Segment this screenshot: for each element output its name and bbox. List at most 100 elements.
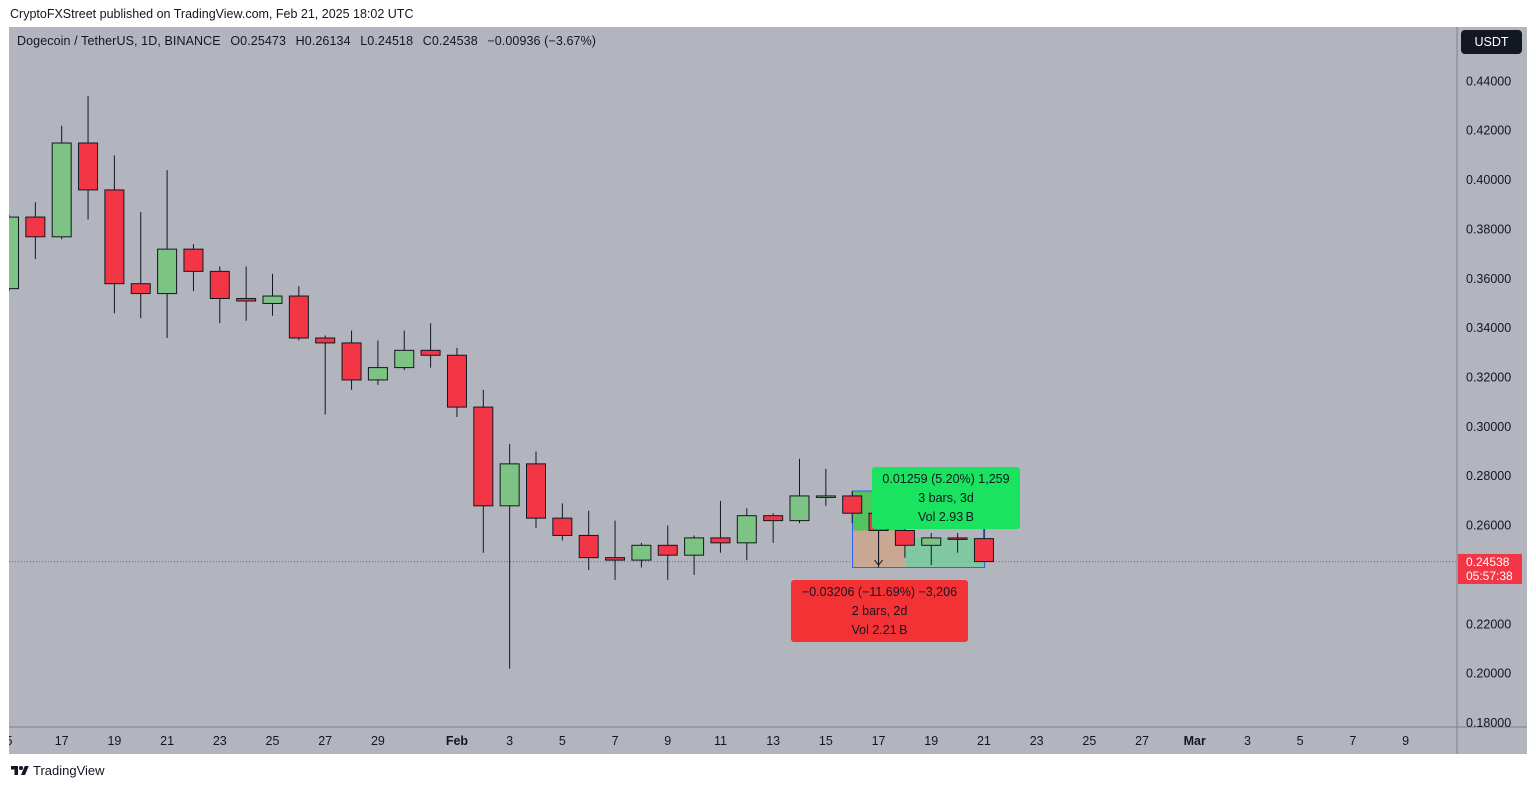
symbol-name: Dogecoin / TetherUS, 1D, BINANCE <box>17 34 221 48</box>
candle-2025-01-17[interactable] <box>51 125 72 240</box>
candle-body <box>947 537 968 540</box>
x-tick-label: 7 <box>612 734 619 748</box>
candle-2025-02-07[interactable] <box>605 520 626 580</box>
candle-body <box>209 270 230 300</box>
candle-2025-02-08[interactable] <box>631 542 652 568</box>
ohlc-open: O0.25473 <box>230 34 287 48</box>
candle-body <box>578 534 599 559</box>
candle-body <box>341 342 362 381</box>
candle-2025-01-16[interactable] <box>25 202 46 260</box>
measure-up-change: 0.01259 (5.20%) 1,259 <box>882 471 1010 486</box>
measure-range-fill <box>905 537 986 568</box>
published-header: CryptoFXStreet published on TradingView.… <box>10 7 414 21</box>
y-tick-label: 0.28000 <box>1466 469 1511 483</box>
candle-2025-02-03[interactable] <box>499 444 520 669</box>
candle-2025-02-09[interactable] <box>657 525 678 580</box>
candle-body <box>473 406 494 507</box>
candle-2025-01-23[interactable] <box>209 266 230 324</box>
x-tick-label: 3 <box>506 734 513 748</box>
candle-body <box>921 537 942 546</box>
candle-2025-02-02[interactable] <box>473 389 494 553</box>
x-tick-label: 23 <box>1030 734 1044 748</box>
x-tick-label: 15 <box>819 734 833 748</box>
candle-2025-01-27[interactable] <box>315 335 336 415</box>
y-tick-label: 0.30000 <box>1466 420 1511 434</box>
candle-2025-01-21[interactable] <box>157 170 178 338</box>
candle-2025-02-13[interactable] <box>763 513 784 543</box>
candle-2025-01-31[interactable] <box>420 323 441 368</box>
candle-2025-02-15[interactable] <box>815 468 836 506</box>
candle-2025-01-19[interactable] <box>104 155 125 314</box>
currency-button[interactable]: USDT <box>1461 30 1522 54</box>
candle-2025-01-15[interactable] <box>9 214 19 292</box>
x-tick-label: 21 <box>160 734 174 748</box>
candle-2025-01-25[interactable] <box>262 273 283 316</box>
candle-2025-02-20[interactable] <box>947 532 968 553</box>
plot-layer <box>9 96 1457 669</box>
candle-body <box>842 495 863 514</box>
x-tick-label: 5 <box>559 734 566 748</box>
y-tick-label: 0.32000 <box>1466 370 1511 384</box>
candle-body <box>367 367 388 381</box>
candle-2025-02-16[interactable] <box>842 491 863 524</box>
candle-2025-02-21[interactable] <box>973 522 994 563</box>
tradingview-logo-icon <box>11 765 29 775</box>
measure-down-label[interactable]: −0.03206 (−11.69%) −3,206 2 bars, 2d Vol… <box>791 580 968 642</box>
candlestick-chart[interactable]: 0.44000 0.42000 0.40000 0.38000 0.36000 0.340… <box>9 27 1527 754</box>
last-price-value: 0.24538 <box>1466 555 1510 569</box>
candle-body <box>262 295 283 304</box>
ohlc-high: H0.26134 <box>295 34 351 48</box>
x-tick-label: 27 <box>1135 734 1149 748</box>
candle-2025-01-29[interactable] <box>367 340 388 385</box>
candle-body <box>288 295 309 339</box>
y-tick-label: 0.42000 <box>1466 124 1511 138</box>
x-tick-label: 5 <box>1297 734 1304 748</box>
candle-2025-02-11[interactable] <box>710 500 731 553</box>
candle-2025-02-19[interactable] <box>921 532 942 566</box>
candle-body <box>183 248 204 272</box>
candle-2025-01-26[interactable] <box>288 286 309 341</box>
axis-layer: 0.44000 0.42000 0.40000 0.38000 0.36000 0.340… <box>9 27 1527 754</box>
candle-2025-01-20[interactable] <box>130 212 151 319</box>
y-tick-label: 0.22000 <box>1466 617 1511 631</box>
x-tick-label: 7 <box>1349 734 1356 748</box>
bar-countdown: 05:57:38 <box>1466 569 1513 583</box>
candle-body <box>631 544 652 561</box>
candle-body <box>763 515 784 522</box>
chart-pane[interactable]: 0.44000 0.42000 0.40000 0.38000 0.36000 0.340… <box>9 27 1527 754</box>
tradingview-branding[interactable]: TradingView <box>10 763 105 778</box>
measure-down-volume: Vol 2.21 B <box>851 622 908 637</box>
x-tick-label: 25 <box>266 734 280 748</box>
candle-body <box>736 515 757 544</box>
candle-body <box>25 216 46 238</box>
x-tick-label: Feb <box>446 734 469 748</box>
candle-2025-01-24[interactable] <box>236 266 257 321</box>
candle-body <box>710 537 731 544</box>
measure-up-volume: Vol 2.93 B <box>917 509 975 524</box>
candle-2025-02-06[interactable] <box>578 510 599 570</box>
y-tick-label: 0.20000 <box>1466 667 1511 681</box>
x-tick-label: 9 <box>1402 734 1409 748</box>
candle-2025-02-05[interactable] <box>552 503 573 541</box>
candle-2025-01-22[interactable] <box>183 244 204 292</box>
candle-2025-02-04[interactable] <box>526 451 546 529</box>
x-tick-label: 23 <box>213 734 227 748</box>
candle-2025-01-28[interactable] <box>341 330 362 390</box>
x-tick-label: 5 <box>9 734 13 748</box>
last-price-tag: 0.24538 05:57:38 <box>1458 554 1522 584</box>
candle-body <box>78 142 99 191</box>
measure-up-label[interactable]: 0.01259 (5.20%) 1,259 3 bars, 3d Vol 2.9… <box>872 467 1020 529</box>
candle-2025-02-12[interactable] <box>736 508 757 561</box>
candle-2025-02-01[interactable] <box>446 347 467 417</box>
candle-body <box>894 529 915 546</box>
candle-body <box>973 538 994 563</box>
y-tick-label: 0.44000 <box>1466 74 1511 88</box>
candle-2025-02-14[interactable] <box>789 458 810 524</box>
y-tick-label: 0.38000 <box>1466 222 1511 236</box>
candle-2025-01-30[interactable] <box>394 330 415 371</box>
candle-2025-01-18[interactable] <box>78 96 99 220</box>
candle-body <box>51 142 72 238</box>
x-tick-label: 17 <box>872 734 886 748</box>
candle-2025-02-18[interactable] <box>894 525 915 558</box>
candle-2025-02-10[interactable] <box>684 535 705 575</box>
